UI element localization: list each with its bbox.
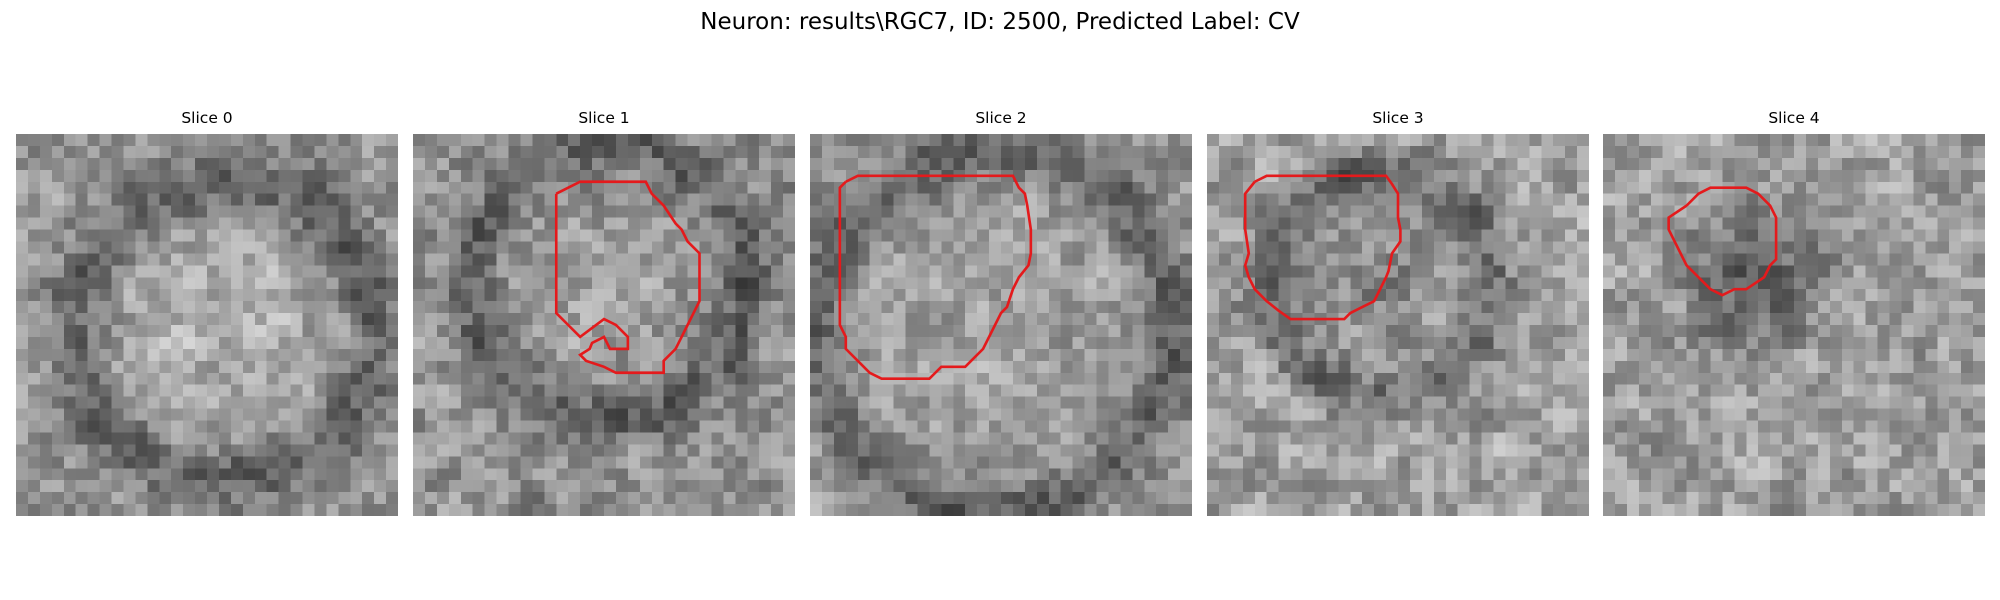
roi-contour-1 (554, 180, 701, 375)
slice-panel-3: Slice 3 (1207, 108, 1589, 516)
slice-image-3 (1207, 134, 1589, 516)
slice-image-2 (810, 134, 1192, 516)
slice-panel-2: Slice 2 (810, 108, 1192, 516)
slice-title-4: Slice 4 (1768, 109, 1820, 127)
roi-contour-2 (838, 174, 1033, 381)
slice-image-0 (16, 134, 398, 516)
slice-panel-1: Slice 1 (413, 108, 795, 516)
slice-panel-4: Slice 4 (1603, 108, 1985, 516)
slice-panel-0: Slice 0 (16, 108, 398, 516)
slice-title-2: Slice 2 (975, 109, 1027, 127)
roi-contour-3 (1243, 174, 1402, 321)
slice-title-0: Slice 0 (181, 109, 233, 127)
figure-title: Neuron: results\RGC7, ID: 2500, Predicte… (700, 9, 1300, 35)
slice-image-1 (413, 134, 795, 516)
slice-image-4 (1603, 134, 1985, 516)
roi-contour-4 (1667, 186, 1778, 297)
slice-title-1: Slice 1 (578, 109, 630, 127)
slice-title-3: Slice 3 (1372, 109, 1424, 127)
